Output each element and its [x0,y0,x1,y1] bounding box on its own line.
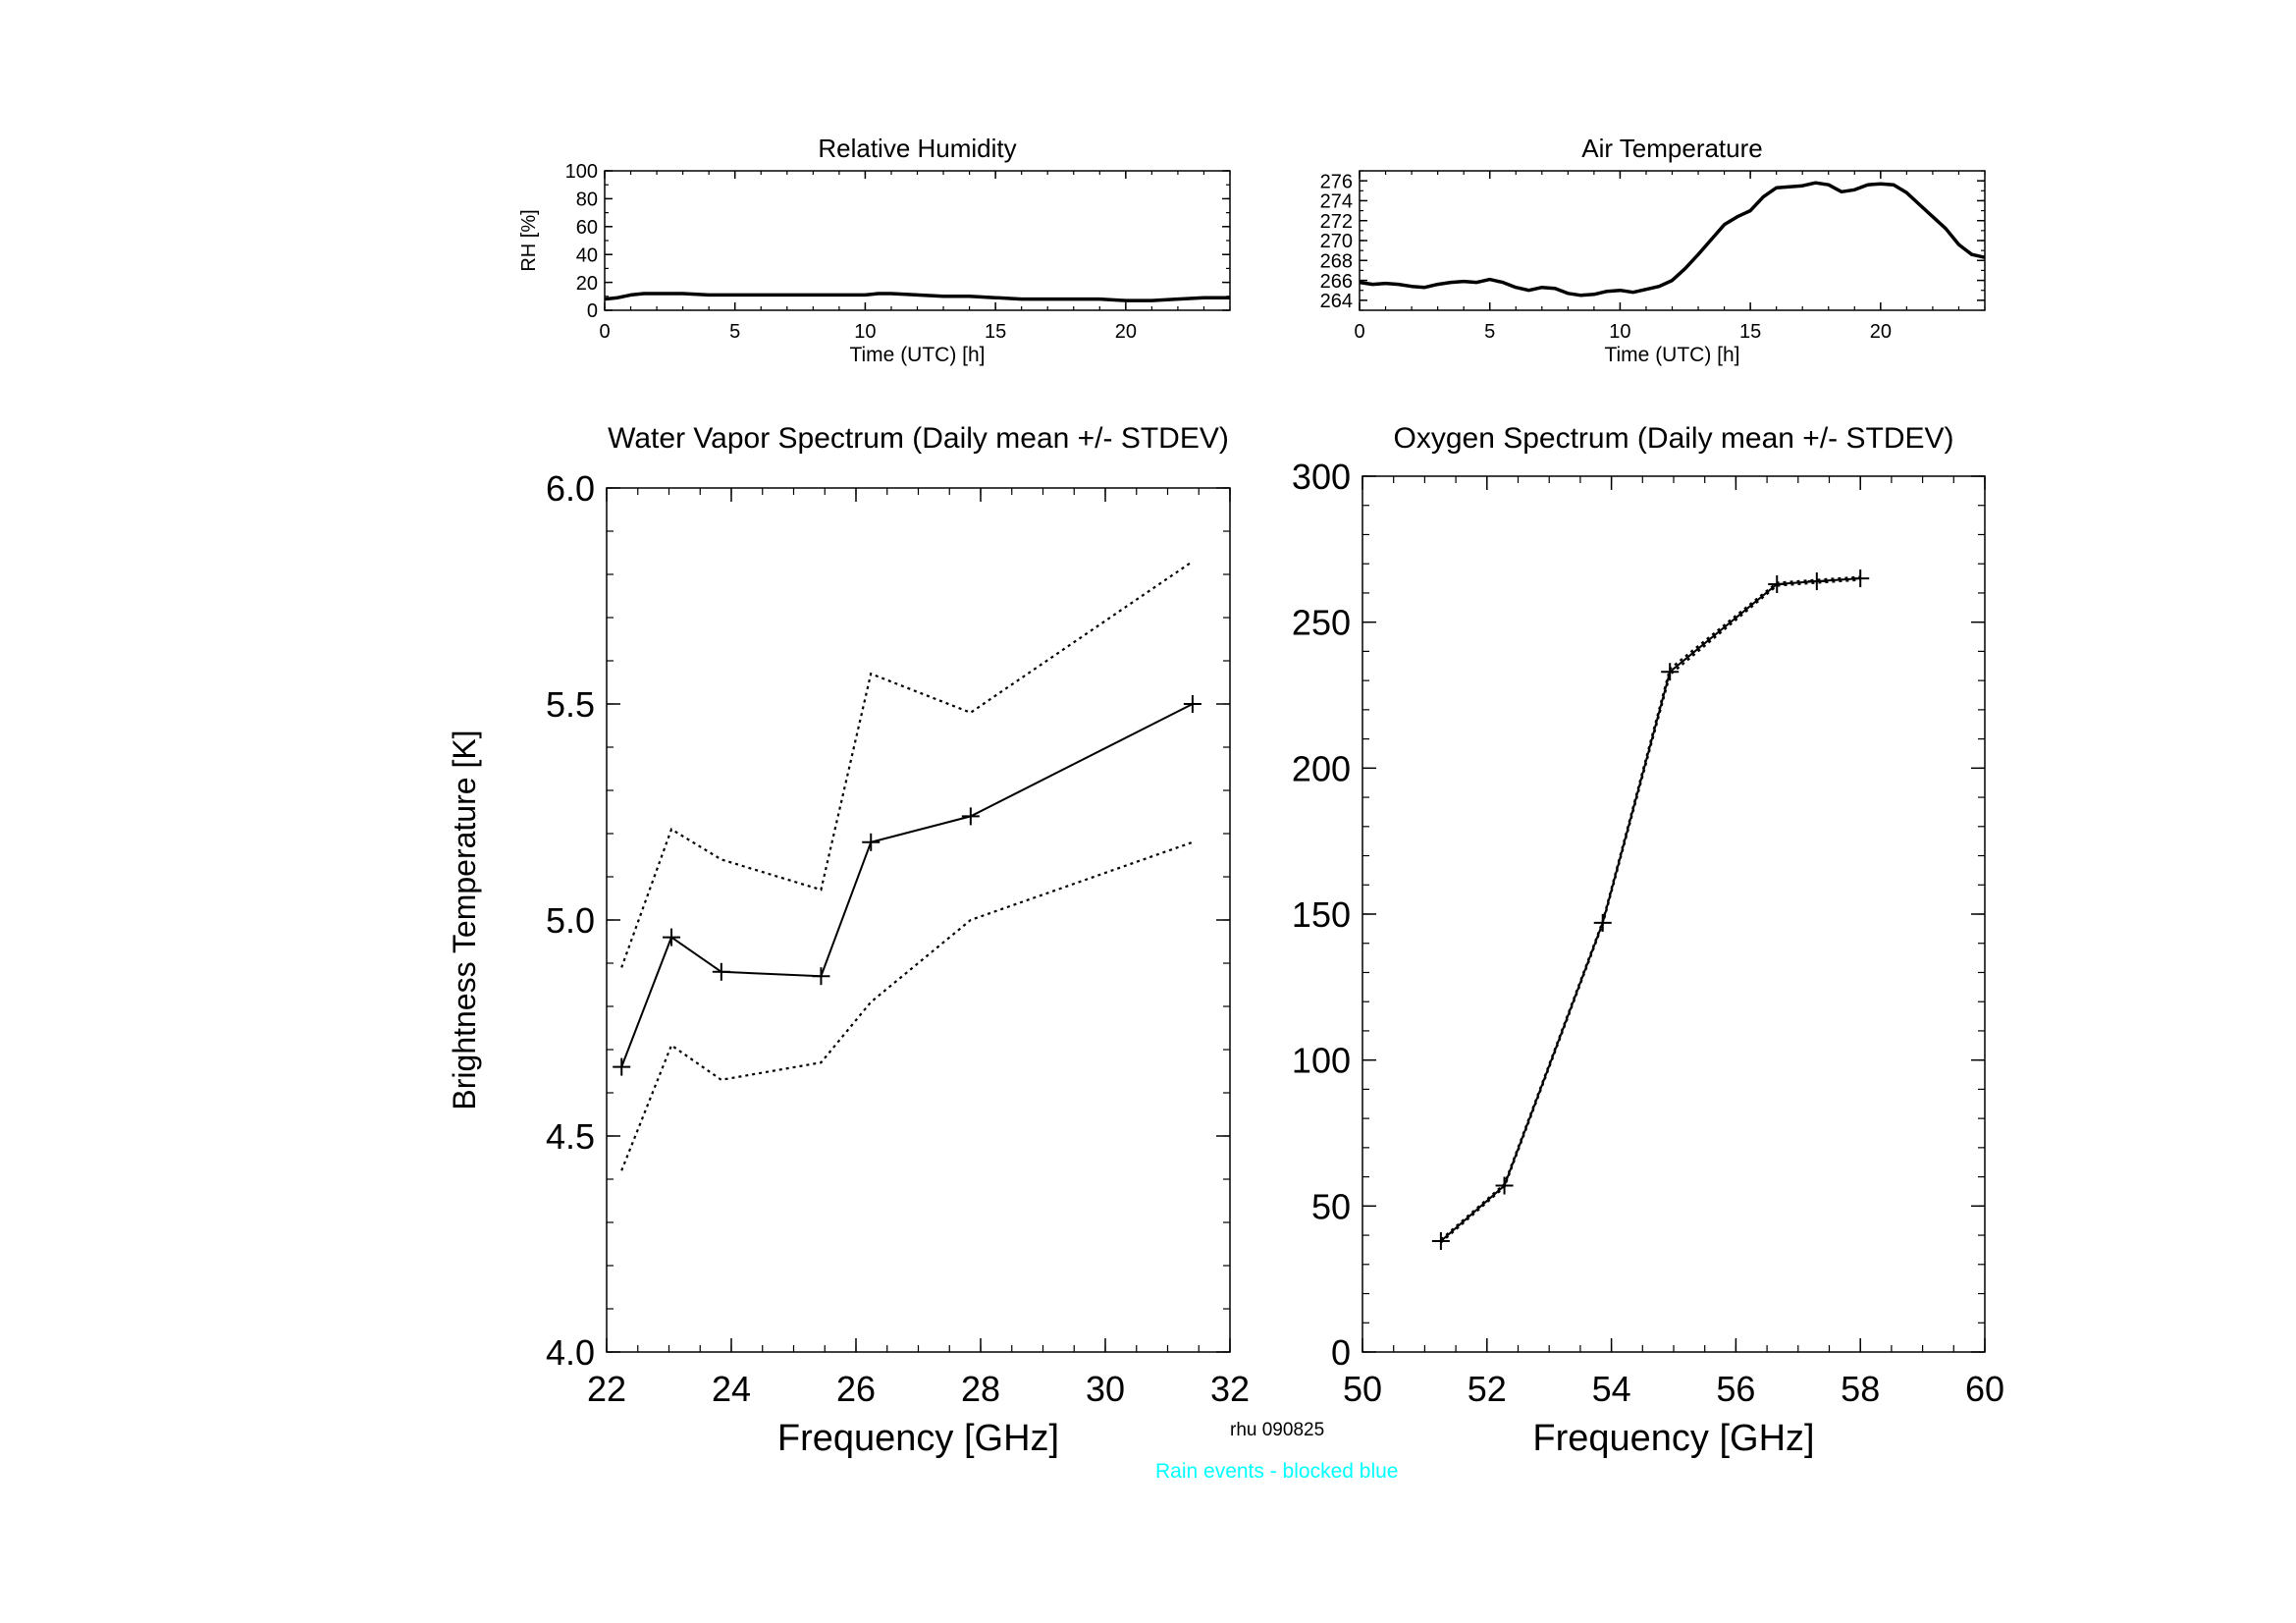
series-line [604,292,1230,302]
x-tick-label: 32 [1210,1369,1250,1409]
lower-stdev-line [620,840,1194,1171]
y-tick-label: 268 [1320,250,1353,272]
y-tick-label: 266 [1320,271,1353,293]
x-tick-label: 30 [1086,1369,1125,1409]
y-tick-label: 4.0 [546,1332,595,1373]
y-tick-label: 4.5 [546,1116,595,1157]
y-tick-label: 250 [1292,603,1351,643]
upper-stdev-line [1440,575,1861,1241]
chart-title: Oxygen Spectrum (Daily mean +/- STDEV) [1393,422,1953,455]
x-tick-label: 60 [1965,1369,2004,1409]
x-axis-label: Time (UTC) [h] [1604,344,1739,366]
y-tick-label: 264 [1320,291,1353,312]
x-tick-label: 54 [1592,1369,1631,1409]
mean-marker [712,962,730,981]
x-axis-label: Frequency [GHz] [777,1418,1059,1459]
mean-marker [961,807,980,826]
y-tick-label: 5.0 [546,900,595,941]
mean-marker [1431,1232,1450,1251]
mean-marker [1593,913,1612,932]
x-tick-label: 15 [985,321,1006,343]
x-axis-label: Frequency [GHz] [1532,1418,1814,1459]
mean-line [1440,577,1861,1242]
plot-frame [604,170,1231,311]
y-tick-label: 0 [587,300,598,322]
mean-marker [1183,695,1201,713]
y-tick-label: 150 [1292,894,1351,935]
y-tick-label: 272 [1320,211,1353,233]
y-tick-label: 276 [1320,171,1353,192]
mean-marker [1807,572,1826,591]
y-axis-label: Brightness Temperature [K] [447,730,482,1109]
mean-marker [1851,569,1870,588]
series-line [1359,181,1986,298]
x-tick-label: 0 [1354,321,1364,343]
rain-events-note: Rain events - blocked blue [1155,1460,1399,1483]
x-tick-label: 28 [961,1369,1000,1409]
y-tick-label: 80 [576,189,598,211]
x-tick-label: 5 [729,321,740,343]
plot-frame [606,487,1231,1353]
x-tick-label: 20 [1115,321,1137,343]
x-tick-label: 52 [1468,1369,1507,1409]
x-tick-label: 24 [712,1369,751,1409]
y-tick-label: 20 [576,273,598,295]
y-tick-label: 100 [1292,1041,1351,1081]
y-tick-label: 200 [1292,748,1351,788]
upper-stdev-line [620,560,1194,968]
x-tick-label: 56 [1716,1369,1755,1409]
y-tick-label: 50 [1311,1186,1351,1226]
y-tick-label: 6.0 [546,468,595,509]
chart-title: Water Vapor Spectrum (Daily mean +/- STD… [608,422,1229,455]
chart-wv: 22 24 26 28 30 32 4.0 4.5 5.0 5.5 6.0 Water Vapor S… [447,422,1250,1459]
x-axis-label: Time (UTC) [h] [849,344,985,366]
y-axis-label: RH [%] [518,209,540,271]
mean-line [620,703,1194,1067]
chart-title: Air Temperature [1581,134,1763,163]
x-tick-label: 5 [1484,321,1495,343]
station-label: rhu 090825 [1230,1420,1325,1440]
chart-title: Relative Humidity [818,134,1016,163]
x-tick-label: 58 [1841,1369,1880,1409]
x-tick-label: 22 [587,1369,626,1409]
mean-marker [812,967,830,986]
mean-marker [862,833,881,851]
y-tick-label: 60 [576,217,598,239]
plot-frame [1359,170,1986,311]
x-tick-label: 20 [1870,321,1892,343]
y-tick-label: 274 [1320,191,1353,213]
y-tick-label: 300 [1292,457,1351,497]
mean-marker [1495,1176,1514,1195]
mean-marker [663,928,681,947]
x-tick-label: 26 [836,1369,876,1409]
y-tick-label: 100 [565,161,598,183]
mean-marker [613,1057,631,1076]
y-tick-label: 40 [576,244,598,266]
x-tick-label: 15 [1739,321,1761,343]
chart-rh: 0 5 10 15 20 0 20 40 60 80 100 Relative Humidity Tim… [518,134,1231,366]
lower-stdev-line [1440,578,1861,1244]
x-tick-label: 10 [854,321,876,343]
x-tick-label: 50 [1343,1369,1382,1409]
y-tick-label: 5.5 [546,684,595,725]
plot-frame [1362,475,1986,1353]
mean-marker [1661,663,1680,681]
x-tick-label: 10 [1609,321,1630,343]
mean-marker [1768,575,1787,594]
y-tick-label: 0 [1331,1332,1351,1373]
x-tick-label: 0 [599,321,610,343]
y-tick-label: 270 [1320,231,1353,252]
